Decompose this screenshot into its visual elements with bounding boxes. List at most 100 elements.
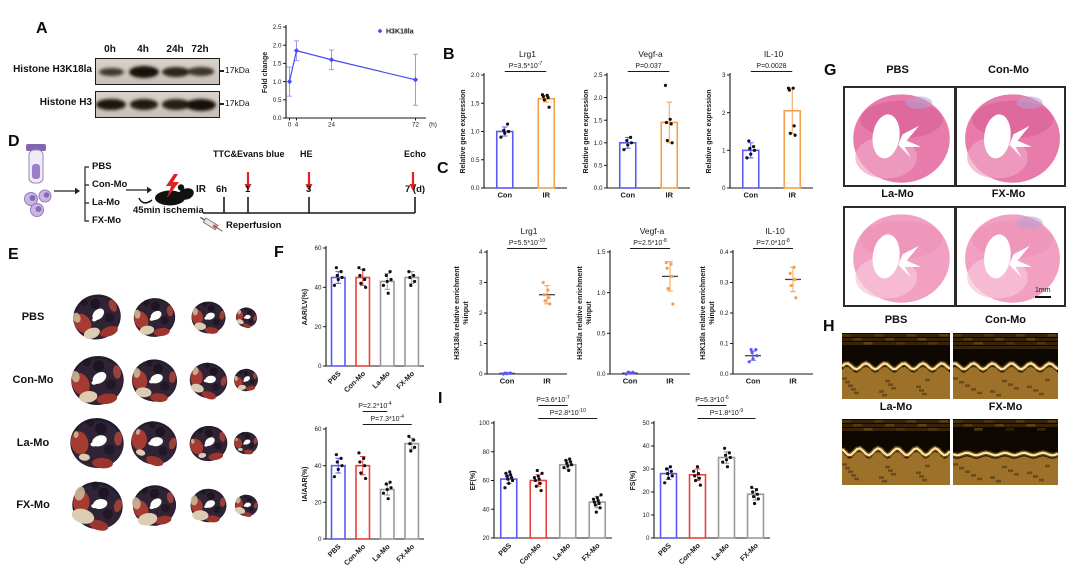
heart-slice xyxy=(133,297,175,337)
svg-text:0: 0 xyxy=(318,536,322,543)
svg-text:1.5: 1.5 xyxy=(471,100,480,107)
svg-text:1.0: 1.0 xyxy=(594,140,603,147)
svg-text:4: 4 xyxy=(295,122,299,129)
svg-text:1: 1 xyxy=(722,148,726,155)
svg-text:3: 3 xyxy=(479,280,483,287)
blot-marker-label: 17kDa xyxy=(225,98,250,108)
panel-a-label: A xyxy=(36,20,48,37)
blot-band xyxy=(96,98,126,111)
svg-text:P=7.3*10-4: P=7.3*10-4 xyxy=(371,414,405,423)
svg-text:20: 20 xyxy=(642,489,650,496)
timeline-day3-label: 3 xyxy=(306,184,312,195)
svg-text:%input: %input xyxy=(709,301,716,325)
svg-text:PBS: PBS xyxy=(656,541,673,558)
svg-text:La-Mo: La-Mo xyxy=(710,541,732,563)
svg-text:Relative gene expression: Relative gene expression xyxy=(706,89,713,173)
svg-text:0.0: 0.0 xyxy=(471,185,480,192)
svg-text:EF(%): EF(%) xyxy=(470,471,477,491)
heart-slice xyxy=(235,306,257,328)
group-label-pbs: PBS xyxy=(92,161,112,172)
blot-band xyxy=(129,65,159,78)
svg-text:1.5: 1.5 xyxy=(594,117,603,124)
svg-text:FX-Mo: FX-Mo xyxy=(580,541,602,563)
heart-slice xyxy=(131,421,177,467)
chart-chip-lrg1: 0 1 2 3 4 H3K18la relative enrichment %input Lr… xyxy=(452,224,573,386)
svg-text:Lrg1: Lrg1 xyxy=(519,49,536,59)
svg-text:0.0: 0.0 xyxy=(720,371,729,378)
svg-text:IL-10: IL-10 xyxy=(764,49,784,59)
echo-label-fx-mo: FX-Mo xyxy=(988,401,1023,413)
panel-c-label: C xyxy=(437,160,449,177)
svg-text:Con-Mo: Con-Mo xyxy=(677,541,703,565)
timeline-day7-label: 7 (d) xyxy=(405,184,426,195)
blot-marker-tick xyxy=(219,103,224,105)
chart-ef: 20 40 60 80 100 EF(%) PBS Con-Mo La-Mo FX-Mo P=3.6… xyxy=(468,392,618,566)
svg-text:Con: Con xyxy=(620,191,635,200)
svg-text:0.5: 0.5 xyxy=(597,331,606,338)
svg-text:Lrg1: Lrg1 xyxy=(520,226,537,236)
svg-text:2.5: 2.5 xyxy=(273,24,282,31)
ttc-row-label-la-mo: La-Mo xyxy=(16,437,50,449)
blot-marker-label: 17kDa xyxy=(225,65,250,75)
echo-image-fx-mo xyxy=(953,419,1058,485)
svg-text:La-Mo: La-Mo xyxy=(551,541,573,563)
blot-timepoint-72h: 72h xyxy=(191,44,209,55)
echo-label-pbs: PBS xyxy=(884,314,908,326)
echo-label-la-mo: La-Mo xyxy=(879,401,913,413)
svg-text:0.0: 0.0 xyxy=(594,185,603,192)
histology-label-pbs: PBS xyxy=(886,64,909,76)
svg-text:IL-10: IL-10 xyxy=(765,226,785,236)
svg-text:FX-Mo: FX-Mo xyxy=(738,541,760,563)
svg-text:La-Mo: La-Mo xyxy=(370,369,392,391)
heart-slice xyxy=(72,294,121,340)
western-blot-h3 xyxy=(95,91,220,118)
reperfusion-label: Reperfusion xyxy=(226,220,282,231)
svg-text:3: 3 xyxy=(722,72,726,79)
chart-fold-change: 0.0 0.5 1.0 1.5 2.0 2.5 Fold change 0 4 24 72 (h) H3… xyxy=(260,22,442,130)
chart-qpcr-vegfa: 0.0 0.5 1.0 1.5 2.0 2.5 Relative gene expressi… xyxy=(581,47,696,200)
svg-text:H3K18la relative enrichment: H3K18la relative enrichment xyxy=(577,265,584,359)
svg-text:H3K18la relative enrichment: H3K18la relative enrichment xyxy=(454,265,461,359)
svg-text:50: 50 xyxy=(642,420,650,427)
event-ttc-evans-blue-label: TTC&Evans blue xyxy=(213,149,285,159)
panel-g-label: G xyxy=(824,62,837,79)
svg-text:1.0: 1.0 xyxy=(597,290,606,297)
heart-slice xyxy=(70,418,124,469)
svg-text:80: 80 xyxy=(482,449,490,456)
svg-text:Con-Mo: Con-Mo xyxy=(342,369,368,393)
svg-text:0.0: 0.0 xyxy=(597,371,606,378)
svg-text:IR: IR xyxy=(543,377,551,386)
svg-text:Vegf-a: Vegf-a xyxy=(638,49,663,59)
svg-text:Con: Con xyxy=(500,377,515,386)
svg-text:Fold change: Fold change xyxy=(262,52,269,93)
echo-label-con-mo: Con-Mo xyxy=(985,314,1026,326)
svg-text:0.5: 0.5 xyxy=(471,157,480,164)
svg-text:P=7.0*10-8: P=7.0*10-8 xyxy=(756,238,790,247)
svg-text:Relative gene expression: Relative gene expression xyxy=(460,89,467,173)
svg-text:40: 40 xyxy=(642,443,650,450)
svg-text:H3K18la: H3K18la xyxy=(386,29,414,36)
scale-bar xyxy=(1035,296,1051,298)
svg-text:2.0: 2.0 xyxy=(594,95,603,102)
svg-text:2: 2 xyxy=(479,310,483,317)
svg-text:2.0: 2.0 xyxy=(273,42,282,49)
svg-text:P=0.0028: P=0.0028 xyxy=(756,63,786,70)
svg-text:P=5.3*10-6: P=5.3*10-6 xyxy=(695,395,729,404)
svg-text:40: 40 xyxy=(314,285,322,292)
echo-image-pbs xyxy=(842,333,950,399)
blot-timepoint-4h: 4h xyxy=(137,44,149,55)
experiment-timeline-graphic xyxy=(24,144,417,232)
svg-text:2: 2 xyxy=(722,110,726,117)
heart-slice xyxy=(131,358,177,402)
svg-text:PBS: PBS xyxy=(496,541,513,558)
histology-image-la-mo xyxy=(843,206,956,307)
svg-text:0: 0 xyxy=(479,371,483,378)
svg-text:20: 20 xyxy=(314,500,322,507)
western-blot-h3k18la xyxy=(95,58,220,85)
svg-text:0.5: 0.5 xyxy=(594,163,603,170)
svg-text:Con: Con xyxy=(746,377,761,386)
histology-image-fx-mo xyxy=(955,206,1066,307)
heart-slice xyxy=(190,301,226,334)
blot-band xyxy=(186,98,216,111)
svg-text:FX-Mo: FX-Mo xyxy=(394,542,416,564)
